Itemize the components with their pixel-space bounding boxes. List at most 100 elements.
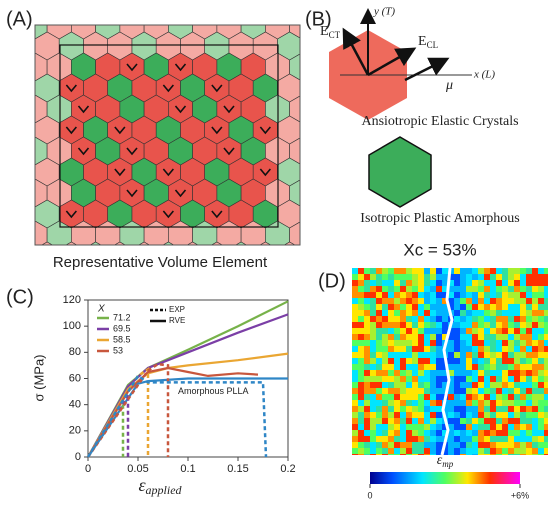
map-cell	[502, 310, 509, 317]
map-cell	[394, 322, 401, 329]
map-cell	[406, 286, 413, 293]
map-cell	[484, 346, 491, 353]
map-cell	[478, 304, 485, 311]
symbol: E	[418, 34, 427, 49]
map-cell	[382, 370, 389, 377]
map-cell	[484, 400, 491, 407]
map-cell	[370, 286, 377, 293]
map-cell	[496, 310, 503, 317]
map-cell	[382, 358, 389, 365]
map-cell	[406, 400, 413, 407]
map-cell	[376, 280, 383, 287]
map-cell	[364, 352, 371, 359]
map-cell	[364, 286, 371, 293]
map-cell	[454, 316, 461, 323]
map-cell	[388, 382, 395, 389]
map-cell	[394, 286, 401, 293]
map-cell	[358, 364, 365, 371]
map-cell	[418, 364, 425, 371]
map-cell	[418, 322, 425, 329]
y-tick-label: 40	[69, 399, 81, 411]
map-cell	[532, 280, 539, 287]
map-cell	[424, 382, 431, 389]
map-cell	[388, 376, 395, 383]
map-cell	[364, 430, 371, 437]
map-cell	[394, 274, 401, 281]
map-cell	[490, 442, 497, 449]
map-cell	[358, 316, 365, 323]
map-cell	[418, 418, 425, 425]
y-tick-label: 100	[63, 320, 81, 332]
map-cell	[484, 436, 491, 443]
map-cell	[484, 382, 491, 389]
panel-label: (A)	[6, 8, 33, 30]
map-cell	[364, 310, 371, 317]
x-tick-label: 0	[85, 463, 91, 475]
map-cell	[358, 274, 365, 281]
subscript: mp	[442, 459, 453, 469]
map-cell	[520, 310, 527, 317]
map-cell	[490, 310, 497, 317]
map-cell	[406, 358, 413, 365]
map-cell	[472, 436, 479, 443]
map-cell	[532, 322, 539, 329]
map-cell	[382, 442, 389, 449]
map-cell	[484, 394, 491, 401]
map-cell	[478, 340, 485, 347]
map-cell	[394, 412, 401, 419]
map-cell	[502, 292, 509, 299]
map-cell	[484, 268, 491, 275]
map-cell	[502, 346, 509, 353]
map-cell	[436, 316, 443, 323]
hexagon	[11, 200, 35, 228]
map-cell	[406, 406, 413, 413]
map-cell	[460, 388, 467, 395]
map-cell	[478, 364, 485, 371]
map-cell	[490, 340, 497, 347]
map-cell	[424, 424, 431, 431]
map-cell	[454, 334, 461, 341]
map-cell	[436, 364, 443, 371]
hexagon	[205, 0, 229, 18]
map-cell	[520, 352, 527, 359]
map-cell	[430, 322, 437, 329]
map-cell	[544, 424, 551, 431]
map-cell	[388, 298, 395, 305]
map-cell	[538, 280, 545, 287]
map-cell	[400, 454, 407, 461]
map-cell	[496, 292, 503, 299]
map-cell	[430, 400, 437, 407]
map-cell	[520, 340, 527, 347]
map-cell	[478, 448, 485, 455]
map-cell	[544, 364, 551, 371]
subscript: applied	[146, 483, 183, 497]
map-cell	[526, 358, 533, 365]
symbol: E	[320, 24, 329, 39]
map-cell	[430, 424, 437, 431]
map-cell	[436, 292, 443, 299]
map-cell	[412, 328, 419, 335]
map-cell	[388, 316, 395, 323]
map-cell	[472, 304, 479, 311]
map-cell	[508, 400, 515, 407]
map-cell	[472, 340, 479, 347]
map-cell	[358, 382, 365, 389]
map-cell	[406, 448, 413, 455]
map-cell	[538, 352, 545, 359]
map-cell	[448, 436, 455, 443]
map-cell	[478, 454, 485, 461]
map-cell	[406, 352, 413, 359]
map-cell	[358, 268, 365, 275]
map-cell	[436, 424, 443, 431]
map-cell	[496, 430, 503, 437]
map-cell	[358, 442, 365, 449]
map-cell	[412, 394, 419, 401]
map-cell	[490, 328, 497, 335]
map-cell	[364, 364, 371, 371]
map-cell	[454, 322, 461, 329]
map-cell	[370, 310, 377, 317]
map-cell	[496, 400, 503, 407]
map-cell	[466, 274, 473, 281]
map-cell	[544, 286, 551, 293]
